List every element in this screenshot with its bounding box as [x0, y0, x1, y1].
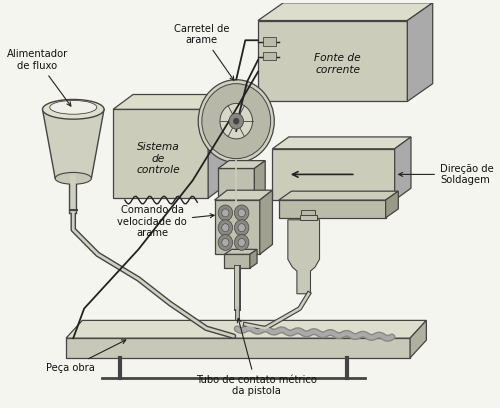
Circle shape	[234, 235, 249, 251]
Polygon shape	[288, 220, 320, 294]
Circle shape	[220, 103, 252, 139]
Text: Tubo de contato métrico
da pistola: Tubo de contato métrico da pistola	[196, 318, 316, 396]
Polygon shape	[410, 320, 426, 358]
Polygon shape	[218, 169, 254, 200]
Polygon shape	[214, 200, 260, 254]
Circle shape	[229, 113, 244, 129]
Polygon shape	[394, 137, 411, 200]
Polygon shape	[264, 37, 276, 46]
Polygon shape	[386, 191, 398, 218]
Ellipse shape	[50, 100, 97, 114]
Circle shape	[234, 205, 249, 221]
Circle shape	[202, 84, 270, 159]
Text: Direção de
Soldagem: Direção de Soldagem	[398, 164, 494, 185]
Circle shape	[222, 209, 229, 217]
Circle shape	[218, 220, 232, 235]
Polygon shape	[218, 161, 265, 169]
Circle shape	[218, 205, 232, 221]
Polygon shape	[279, 200, 386, 218]
Polygon shape	[113, 109, 208, 198]
Circle shape	[234, 220, 249, 235]
Polygon shape	[302, 210, 315, 215]
Text: Carretel de
arame: Carretel de arame	[174, 24, 234, 80]
Polygon shape	[113, 95, 228, 109]
Text: Fonte de
corrente: Fonte de corrente	[314, 53, 361, 75]
Circle shape	[234, 118, 239, 124]
Text: Comando da
velocidade do
arame: Comando da velocidade do arame	[117, 205, 214, 238]
Text: Sistema
de
controle: Sistema de controle	[136, 142, 180, 175]
Polygon shape	[250, 249, 257, 268]
Ellipse shape	[55, 173, 92, 184]
Polygon shape	[272, 149, 394, 200]
Polygon shape	[264, 52, 276, 60]
Circle shape	[238, 224, 246, 232]
Polygon shape	[258, 3, 432, 20]
Polygon shape	[208, 95, 228, 198]
Circle shape	[218, 235, 232, 251]
Polygon shape	[300, 215, 317, 220]
Polygon shape	[224, 249, 257, 254]
Polygon shape	[224, 254, 250, 268]
Polygon shape	[214, 190, 272, 200]
Text: Peça obra: Peça obra	[46, 340, 126, 373]
Polygon shape	[272, 137, 411, 149]
Polygon shape	[254, 161, 265, 200]
Circle shape	[222, 224, 229, 232]
Polygon shape	[42, 109, 104, 178]
Polygon shape	[408, 3, 432, 102]
Circle shape	[238, 239, 246, 246]
Polygon shape	[279, 191, 398, 200]
Polygon shape	[66, 320, 426, 338]
Circle shape	[222, 239, 229, 246]
Circle shape	[238, 209, 246, 217]
Ellipse shape	[42, 100, 104, 119]
Polygon shape	[258, 20, 408, 102]
Circle shape	[198, 80, 274, 162]
Text: Alimentador
de fluxo: Alimentador de fluxo	[6, 49, 71, 106]
Polygon shape	[66, 338, 410, 358]
Polygon shape	[260, 190, 272, 254]
